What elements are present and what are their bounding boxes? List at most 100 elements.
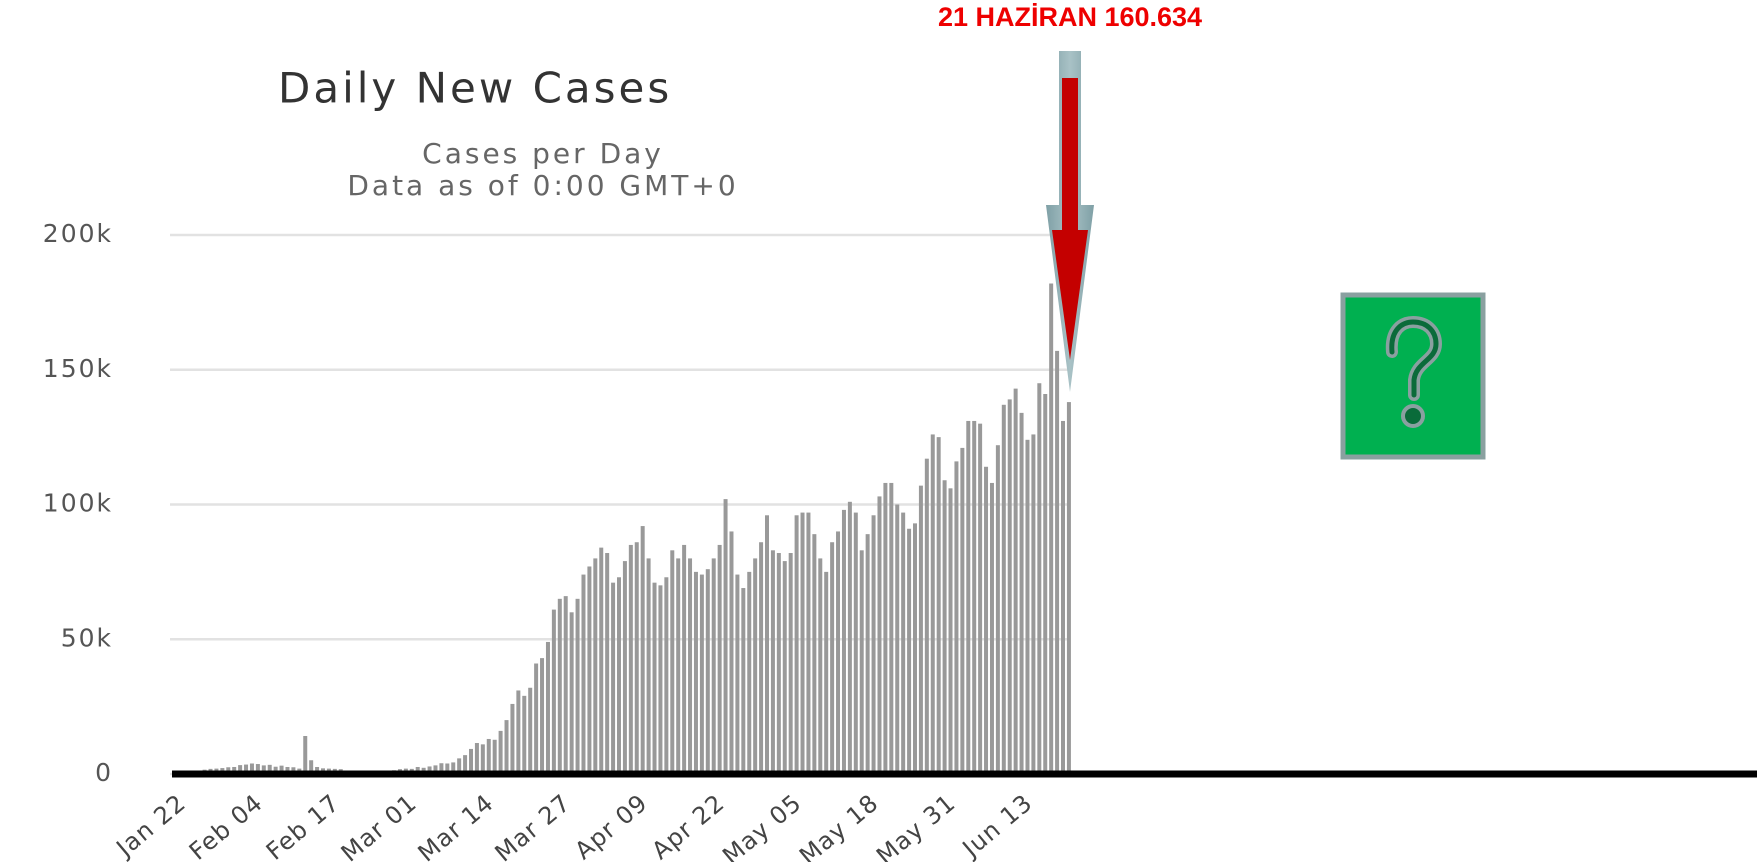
bar bbox=[918, 485, 923, 774]
bar bbox=[954, 461, 959, 774]
bar bbox=[765, 515, 769, 774]
bar bbox=[735, 574, 740, 774]
bar bbox=[433, 765, 438, 774]
y-tick-label: 0 bbox=[95, 758, 113, 787]
bar bbox=[516, 690, 521, 774]
bar bbox=[729, 531, 734, 774]
bar bbox=[593, 558, 598, 774]
chart-subtitle: Data as of 0:00 GMT+0 bbox=[347, 169, 738, 202]
bar bbox=[818, 558, 823, 774]
bar bbox=[806, 512, 811, 774]
question-box bbox=[1340, 292, 1486, 460]
bar bbox=[315, 766, 320, 774]
x-tick-label: Apr 09 bbox=[569, 789, 653, 862]
bar bbox=[978, 423, 983, 774]
bar bbox=[871, 515, 876, 774]
bar bbox=[782, 561, 787, 774]
bar bbox=[847, 501, 852, 774]
y-tick-label: 100k bbox=[43, 489, 113, 518]
bar bbox=[936, 437, 941, 774]
bar bbox=[244, 764, 249, 774]
bar bbox=[611, 582, 616, 774]
x-tick-label: Mar 27 bbox=[490, 789, 577, 862]
bar bbox=[676, 558, 681, 774]
bar bbox=[238, 765, 243, 774]
y-tick-label: 150k bbox=[43, 354, 113, 383]
bar bbox=[924, 458, 929, 774]
bar bbox=[285, 766, 290, 774]
bar bbox=[551, 609, 556, 774]
bar bbox=[605, 553, 610, 774]
bar bbox=[688, 558, 693, 774]
bar bbox=[303, 736, 308, 774]
bar bbox=[510, 703, 515, 774]
annotation: 21 HAZİRAN 160.634 bbox=[938, 2, 1202, 32]
bar bbox=[913, 523, 917, 774]
bar bbox=[989, 482, 994, 774]
bar bbox=[824, 571, 829, 774]
chart-title: Daily New Cases bbox=[278, 64, 672, 113]
x-tick-label: Apr 22 bbox=[646, 789, 730, 862]
x-tick-label: May 18 bbox=[794, 789, 884, 862]
bar bbox=[273, 766, 278, 774]
bar bbox=[859, 550, 864, 774]
bar bbox=[895, 504, 900, 774]
bar bbox=[261, 765, 266, 774]
bar bbox=[1066, 402, 1071, 774]
bar bbox=[1055, 350, 1060, 774]
bar bbox=[1001, 404, 1006, 774]
bar bbox=[699, 574, 704, 774]
y-tick-label: 50k bbox=[61, 623, 113, 652]
bar bbox=[658, 585, 663, 774]
x-tick-label: Jan 22 bbox=[110, 789, 192, 862]
bar bbox=[788, 553, 793, 774]
x-tick-label: Feb 04 bbox=[184, 789, 268, 862]
bar bbox=[1031, 434, 1036, 774]
bar bbox=[747, 571, 752, 774]
bar bbox=[670, 550, 675, 774]
bar bbox=[1007, 399, 1012, 774]
bar bbox=[1043, 394, 1048, 774]
bar bbox=[1025, 439, 1030, 774]
bar bbox=[883, 482, 888, 774]
bar bbox=[486, 738, 491, 774]
bar bbox=[753, 558, 758, 774]
bar bbox=[646, 558, 651, 774]
bar bbox=[830, 542, 835, 774]
bar bbox=[705, 569, 710, 774]
bar bbox=[972, 420, 977, 774]
bar bbox=[457, 758, 462, 774]
bar bbox=[569, 612, 574, 774]
bar bbox=[942, 480, 947, 774]
bar bbox=[599, 547, 604, 774]
bar bbox=[865, 534, 870, 774]
bar bbox=[232, 766, 237, 774]
x-tick-label: Feb 17 bbox=[261, 789, 345, 862]
bar bbox=[723, 499, 728, 774]
bar bbox=[1049, 283, 1054, 774]
bar bbox=[930, 434, 935, 774]
bar bbox=[995, 445, 1000, 774]
bar bbox=[439, 763, 444, 774]
bar bbox=[853, 512, 858, 774]
bar bbox=[445, 763, 450, 774]
bar bbox=[759, 542, 764, 774]
bar bbox=[776, 553, 781, 774]
bar bbox=[693, 571, 698, 774]
bar bbox=[480, 744, 485, 774]
bar bbox=[267, 764, 272, 774]
bar bbox=[504, 720, 509, 774]
bar bbox=[617, 577, 621, 774]
bar bbox=[812, 534, 817, 774]
bar bbox=[309, 760, 314, 774]
bar bbox=[255, 764, 260, 774]
bar bbox=[563, 596, 568, 774]
bar bbox=[741, 588, 746, 774]
bar bbox=[800, 512, 805, 774]
bar bbox=[682, 544, 687, 774]
bar bbox=[587, 566, 592, 774]
bar bbox=[652, 582, 657, 774]
